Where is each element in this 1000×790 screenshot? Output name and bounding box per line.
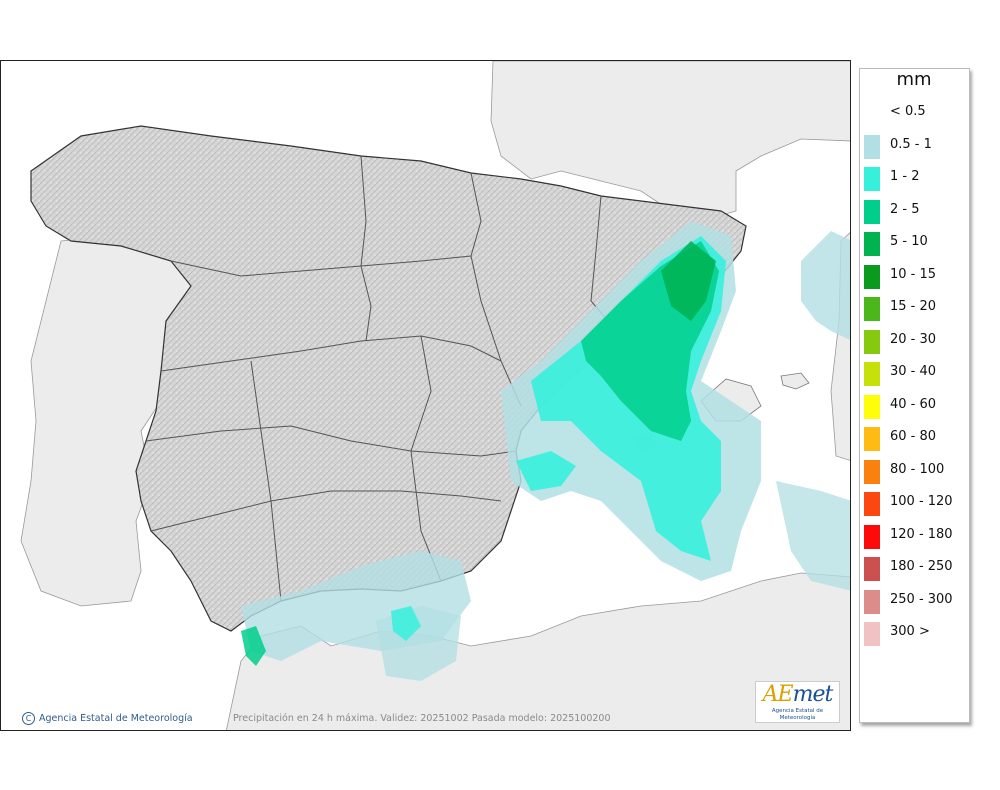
legend-label: 80 - 100 (890, 461, 945, 477)
legend-swatch (864, 134, 880, 159)
legend-row: 10 - 15 (860, 262, 968, 289)
aemet-logo-subtitle: Agencia Estatal de Meteorología (771, 708, 824, 721)
legend-swatch (864, 557, 880, 581)
legend-swatch (864, 459, 880, 484)
legend-swatch (864, 362, 880, 386)
legend-label: 180 - 250 (890, 559, 953, 574)
precipitation-legend: mm < 0.5 0.5 - 1 1 - 2 2 - 5 5 - 10 10 - 15 15… (859, 68, 970, 723)
agency-credit-text: Agencia Estatal de Meteorología (39, 713, 193, 724)
precipitation-map (0, 60, 851, 731)
legend-swatch (864, 167, 880, 191)
legend-label: 1 - 2 (890, 169, 920, 184)
region-borders (145, 155, 622, 602)
legend-row: 80 - 100 (860, 457, 968, 484)
legend-swatch (864, 232, 880, 256)
legend-row: 40 - 60 (860, 392, 968, 419)
legend-label: 20 - 30 (890, 331, 937, 347)
agency-credit: C Agencia Estatal de Meteorología (22, 712, 193, 725)
legend-label: < 0.5 (890, 104, 926, 119)
legend-swatch (864, 589, 880, 614)
map-caption: Precipitación en 24 h máxima. Validez: 2… (233, 713, 611, 724)
legend-swatch (864, 492, 880, 516)
legend-row: 100 - 120 (860, 489, 968, 516)
map-canvas (1, 61, 850, 730)
legend-swatch (864, 427, 880, 451)
copyright-icon: C (22, 712, 35, 725)
legend-swatch (864, 297, 880, 321)
precipitation-areas (241, 221, 850, 681)
legend-row: 300 > (860, 619, 968, 646)
legend-label: 250 - 300 (890, 591, 953, 607)
legend-row: 250 - 300 (860, 587, 968, 614)
legend-label: 30 - 40 (890, 364, 937, 379)
legend-row: < 0.5 (860, 99, 968, 121)
legend-row: 30 - 40 (860, 359, 968, 386)
legend-label: 300 > (890, 624, 930, 639)
legend-unit: mm (896, 69, 932, 90)
legend-row: 20 - 30 (860, 327, 968, 354)
legend-label: 120 - 180 (890, 526, 953, 542)
legend-row: 1 - 2 (860, 164, 968, 191)
legend-label: 10 - 15 (890, 266, 937, 282)
legend-swatch (864, 199, 880, 224)
legend-row: 180 - 250 (860, 554, 968, 581)
legend-row: 5 - 10 (860, 229, 968, 256)
legend-swatch (864, 264, 880, 289)
legend-row: 15 - 20 (860, 294, 968, 321)
aemet-logo-word: AEmet (762, 682, 834, 707)
spain-land (30, 125, 747, 632)
legend-label: 100 - 120 (890, 494, 953, 509)
legend-label: 2 - 5 (890, 201, 920, 217)
legend-row: 0.5 - 1 (860, 132, 968, 159)
aemet-logo: AEmet Agencia Estatal de Meteorología (755, 681, 840, 723)
legend-swatch (864, 524, 880, 549)
legend-label: 60 - 80 (890, 429, 937, 444)
legend-swatch (864, 329, 880, 354)
legend-row: 120 - 180 (860, 522, 968, 549)
legend-row: 2 - 5 (860, 197, 968, 224)
legend-swatch (864, 622, 880, 646)
legend-label: 15 - 20 (890, 299, 937, 314)
legend-label: 5 - 10 (890, 234, 928, 249)
legend-swatch (864, 394, 880, 419)
legend-label: 40 - 60 (890, 396, 937, 412)
legend-label: 0.5 - 1 (890, 136, 932, 152)
legend-row: 60 - 80 (860, 424, 968, 451)
